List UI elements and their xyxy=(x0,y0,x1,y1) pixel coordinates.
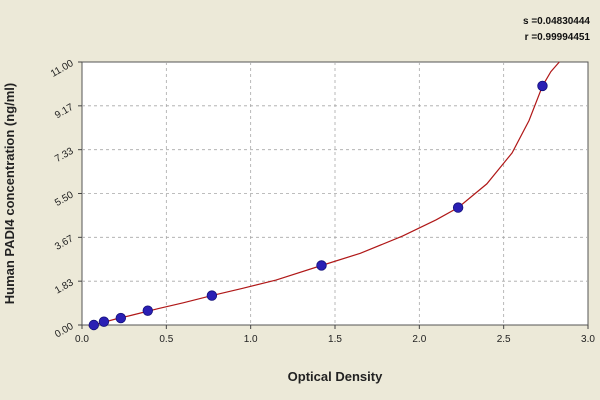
x-tick-label: 0.5 xyxy=(159,334,173,345)
y-tick-label: 1.83 xyxy=(53,277,76,296)
x-tick-label: 2.5 xyxy=(497,334,511,345)
y-tick-label: 3.67 xyxy=(53,233,76,252)
data-point xyxy=(316,260,327,271)
fit-stat-s: s =0.04830444 xyxy=(523,16,590,27)
x-tick-label: 1.0 xyxy=(244,334,258,345)
fit-stat-r: r =0.99994451 xyxy=(525,32,591,43)
y-tick-label: 0.00 xyxy=(53,321,76,340)
y-tick-label: 9.17 xyxy=(53,102,76,121)
x-tick-label: 3.0 xyxy=(581,334,595,345)
y-tick-label: 5.50 xyxy=(53,189,76,208)
data-point xyxy=(142,305,153,316)
x-axis-ticks: 0.0 0.5 1.0 1.5 2.0 2.5 3.0 xyxy=(75,325,595,345)
data-point xyxy=(88,319,100,331)
x-tick-label: 1.5 xyxy=(328,334,342,345)
y-axis-ticks: 0.00 1.83 3.67 5.50 7.33 9.17 11.00 xyxy=(49,58,82,340)
grid-lines xyxy=(82,62,588,325)
x-tick-label: 2.0 xyxy=(412,334,426,345)
y-axis-title: Human PADI4 concentration (ng/ml) xyxy=(2,83,17,305)
x-axis-title: Optical Density xyxy=(288,369,383,384)
fit-curve xyxy=(88,61,560,327)
x-tick-label: 0.0 xyxy=(75,334,89,345)
data-points xyxy=(88,80,548,331)
data-point xyxy=(98,316,110,327)
data-point xyxy=(206,290,218,301)
y-tick-label: 7.33 xyxy=(53,146,76,165)
data-point xyxy=(115,312,126,324)
y-tick-label: 11.00 xyxy=(49,58,76,80)
data-point xyxy=(452,202,464,213)
data-point xyxy=(537,80,548,92)
